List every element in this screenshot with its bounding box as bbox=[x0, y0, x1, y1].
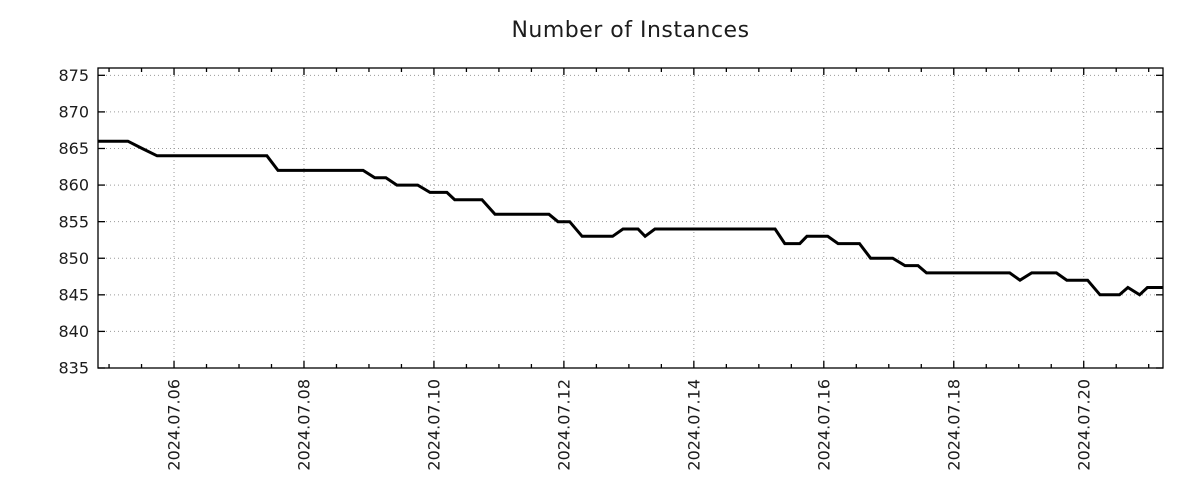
y-tick-label: 875 bbox=[58, 66, 89, 85]
x-tick-label: 2024.07.18 bbox=[944, 379, 963, 471]
y-tick-label: 845 bbox=[58, 285, 89, 304]
x-tick-label: 2024.07.16 bbox=[814, 379, 833, 471]
x-tick-label: 2024.07.14 bbox=[684, 379, 703, 471]
x-tick-label: 2024.07.10 bbox=[425, 379, 444, 471]
series-line bbox=[98, 139, 1163, 297]
y-tick-label: 835 bbox=[58, 359, 89, 378]
x-tick-label: 2024.07.20 bbox=[1074, 379, 1093, 471]
y-tick-label: 855 bbox=[58, 212, 89, 231]
y-tick-label: 870 bbox=[58, 103, 89, 122]
x-tick-label: 2024.07.08 bbox=[295, 379, 314, 471]
chart-title: Number of Instances bbox=[511, 18, 750, 43]
y-tick-label: 860 bbox=[58, 176, 89, 195]
y-tick-label: 840 bbox=[58, 322, 89, 341]
x-tick-label: 2024.07.06 bbox=[165, 379, 184, 471]
y-tick-label: 865 bbox=[58, 139, 89, 158]
y-tick-label: 850 bbox=[58, 249, 89, 268]
plot-frame bbox=[97, 67, 1164, 369]
x-tick-label: 2024.07.12 bbox=[554, 379, 573, 471]
